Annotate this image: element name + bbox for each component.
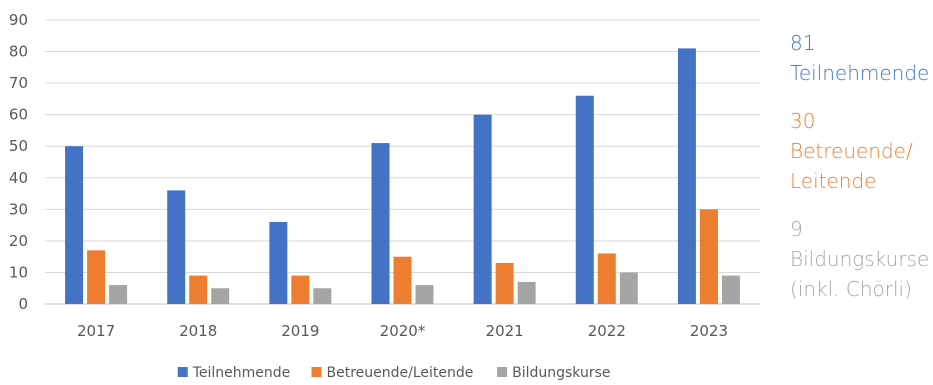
bar-teilnehmende-2020: [371, 143, 390, 304]
x-tick-label: 2020*: [380, 322, 426, 340]
bars: [65, 48, 740, 305]
bar-bildungskurse-2023: [721, 275, 740, 304]
legend-label: Teilnehmende: [192, 365, 291, 381]
bar-teilnehmende-2023: [677, 48, 696, 305]
y-axis-ticks: 0 10 20 30 40 50 60 70 80 90: [9, 11, 28, 313]
bar-teilnehmende-2022: [575, 95, 594, 304]
bar-betreuende-leitende-2021: [495, 262, 514, 304]
bar-chart: 0 10 20 30 40 50 60 70 80 90 2017 2018 2019 2020* 202…: [9, 11, 760, 381]
bar-betreuende-leitende-2023: [699, 209, 718, 304]
y-tick-label: 70: [9, 74, 28, 92]
legend-swatch: [177, 367, 188, 377]
y-tick-label: 60: [9, 106, 28, 124]
legend-label: Betreuende/Leitende: [327, 365, 474, 381]
bar-betreuende-leitende-2022: [597, 253, 616, 304]
legend-label: Bildungskurse: [512, 365, 610, 381]
bar-betreuende-leitende-2020: [393, 256, 412, 304]
bar-betreuende-leitende-2018: [189, 275, 208, 304]
y-tick-label: 40: [9, 169, 28, 187]
y-tick-label: 0: [18, 295, 28, 313]
bar-bildungskurse-2017: [109, 285, 128, 304]
summary-courses: 9 Bildungskurse (inkl. Chörli): [790, 214, 933, 304]
gridlines: [45, 19, 760, 305]
y-tick-label: 30: [9, 200, 28, 218]
y-tick-label: 90: [9, 11, 28, 29]
bar-teilnehmende-2021: [473, 114, 492, 305]
x-tick-label: 2021: [486, 322, 524, 340]
summary-participants-value: 81: [790, 31, 816, 55]
bar-teilnehmende-2019: [269, 221, 288, 304]
bar-teilnehmende-2017: [65, 146, 84, 304]
summary-courses-label: Bildungskurse (inkl. Chörli): [790, 247, 930, 301]
bar-teilnehmende-2018: [167, 190, 186, 304]
summary-panel: 81 Teilnehmende 30 Betreuende/ Leitende …: [790, 28, 933, 322]
bar-betreuende-leitende-2017: [87, 250, 106, 304]
y-tick-label: 10: [9, 263, 28, 281]
bar-bildungskurse-2021: [517, 281, 536, 304]
bar-betreuende-leitende-2019: [291, 275, 310, 304]
x-tick-label: 2022: [588, 322, 626, 340]
legend: Teilnehmende Betreuende/Leitende Bildungsk…: [177, 365, 611, 381]
bar-bildungskurse-2020: [415, 285, 434, 304]
x-tick-label: 2017: [77, 322, 115, 340]
bar-bildungskurse-2018: [211, 288, 230, 304]
y-tick-label: 20: [9, 232, 28, 250]
summary-leaders-label: Betreuende/ Leitende: [790, 139, 913, 193]
y-tick-label: 50: [9, 137, 28, 155]
x-tick-label: 2023: [690, 322, 728, 340]
summary-participants-label: Teilnehmende: [790, 61, 930, 85]
x-tick-label: 2019: [281, 322, 319, 340]
y-tick-label: 80: [9, 43, 28, 61]
bar-bildungskurse-2019: [313, 288, 332, 304]
bar-bildungskurse-2022: [619, 272, 638, 304]
legend-swatch: [311, 367, 322, 377]
summary-leaders-value: 30: [790, 109, 816, 133]
summary-courses-value: 9: [790, 217, 803, 241]
summary-leaders: 30 Betreuende/ Leitende: [790, 106, 933, 196]
x-tick-label: 2018: [179, 322, 217, 340]
summary-participants: 81 Teilnehmende: [790, 28, 933, 88]
legend-swatch: [497, 367, 508, 377]
x-axis-ticks: 2017 2018 2019 2020* 2021 2022 2023: [77, 322, 728, 340]
